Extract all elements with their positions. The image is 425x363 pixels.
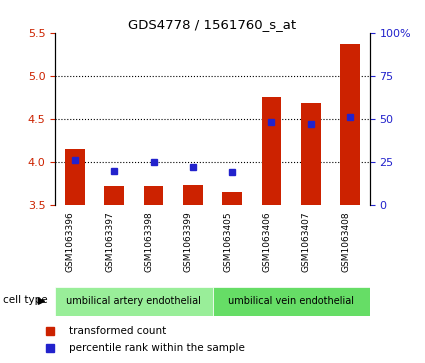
Text: GSM1063407: GSM1063407 xyxy=(302,212,311,272)
Text: GSM1063396: GSM1063396 xyxy=(66,212,75,272)
Bar xyxy=(301,103,320,205)
Bar xyxy=(55,287,212,316)
Title: GDS4778 / 1561760_s_at: GDS4778 / 1561760_s_at xyxy=(128,19,297,32)
Text: percentile rank within the sample: percentile rank within the sample xyxy=(69,343,244,353)
Bar xyxy=(340,44,360,205)
Text: GSM1063406: GSM1063406 xyxy=(263,212,272,272)
Text: transformed count: transformed count xyxy=(69,326,166,336)
Bar xyxy=(222,192,242,205)
Text: umbilical artery endothelial: umbilical artery endothelial xyxy=(66,296,201,306)
Bar xyxy=(262,97,281,205)
Text: GSM1063397: GSM1063397 xyxy=(105,212,114,272)
Bar xyxy=(212,287,370,316)
Text: GSM1063405: GSM1063405 xyxy=(223,212,232,272)
Bar xyxy=(144,186,163,205)
Bar xyxy=(65,149,85,205)
Bar xyxy=(183,185,203,205)
Text: GSM1063398: GSM1063398 xyxy=(144,212,153,272)
Text: GSM1063399: GSM1063399 xyxy=(184,212,193,272)
Text: cell type: cell type xyxy=(3,295,48,305)
Text: umbilical vein endothelial: umbilical vein endothelial xyxy=(228,296,354,306)
Text: GSM1063408: GSM1063408 xyxy=(341,212,350,272)
Bar xyxy=(105,186,124,205)
